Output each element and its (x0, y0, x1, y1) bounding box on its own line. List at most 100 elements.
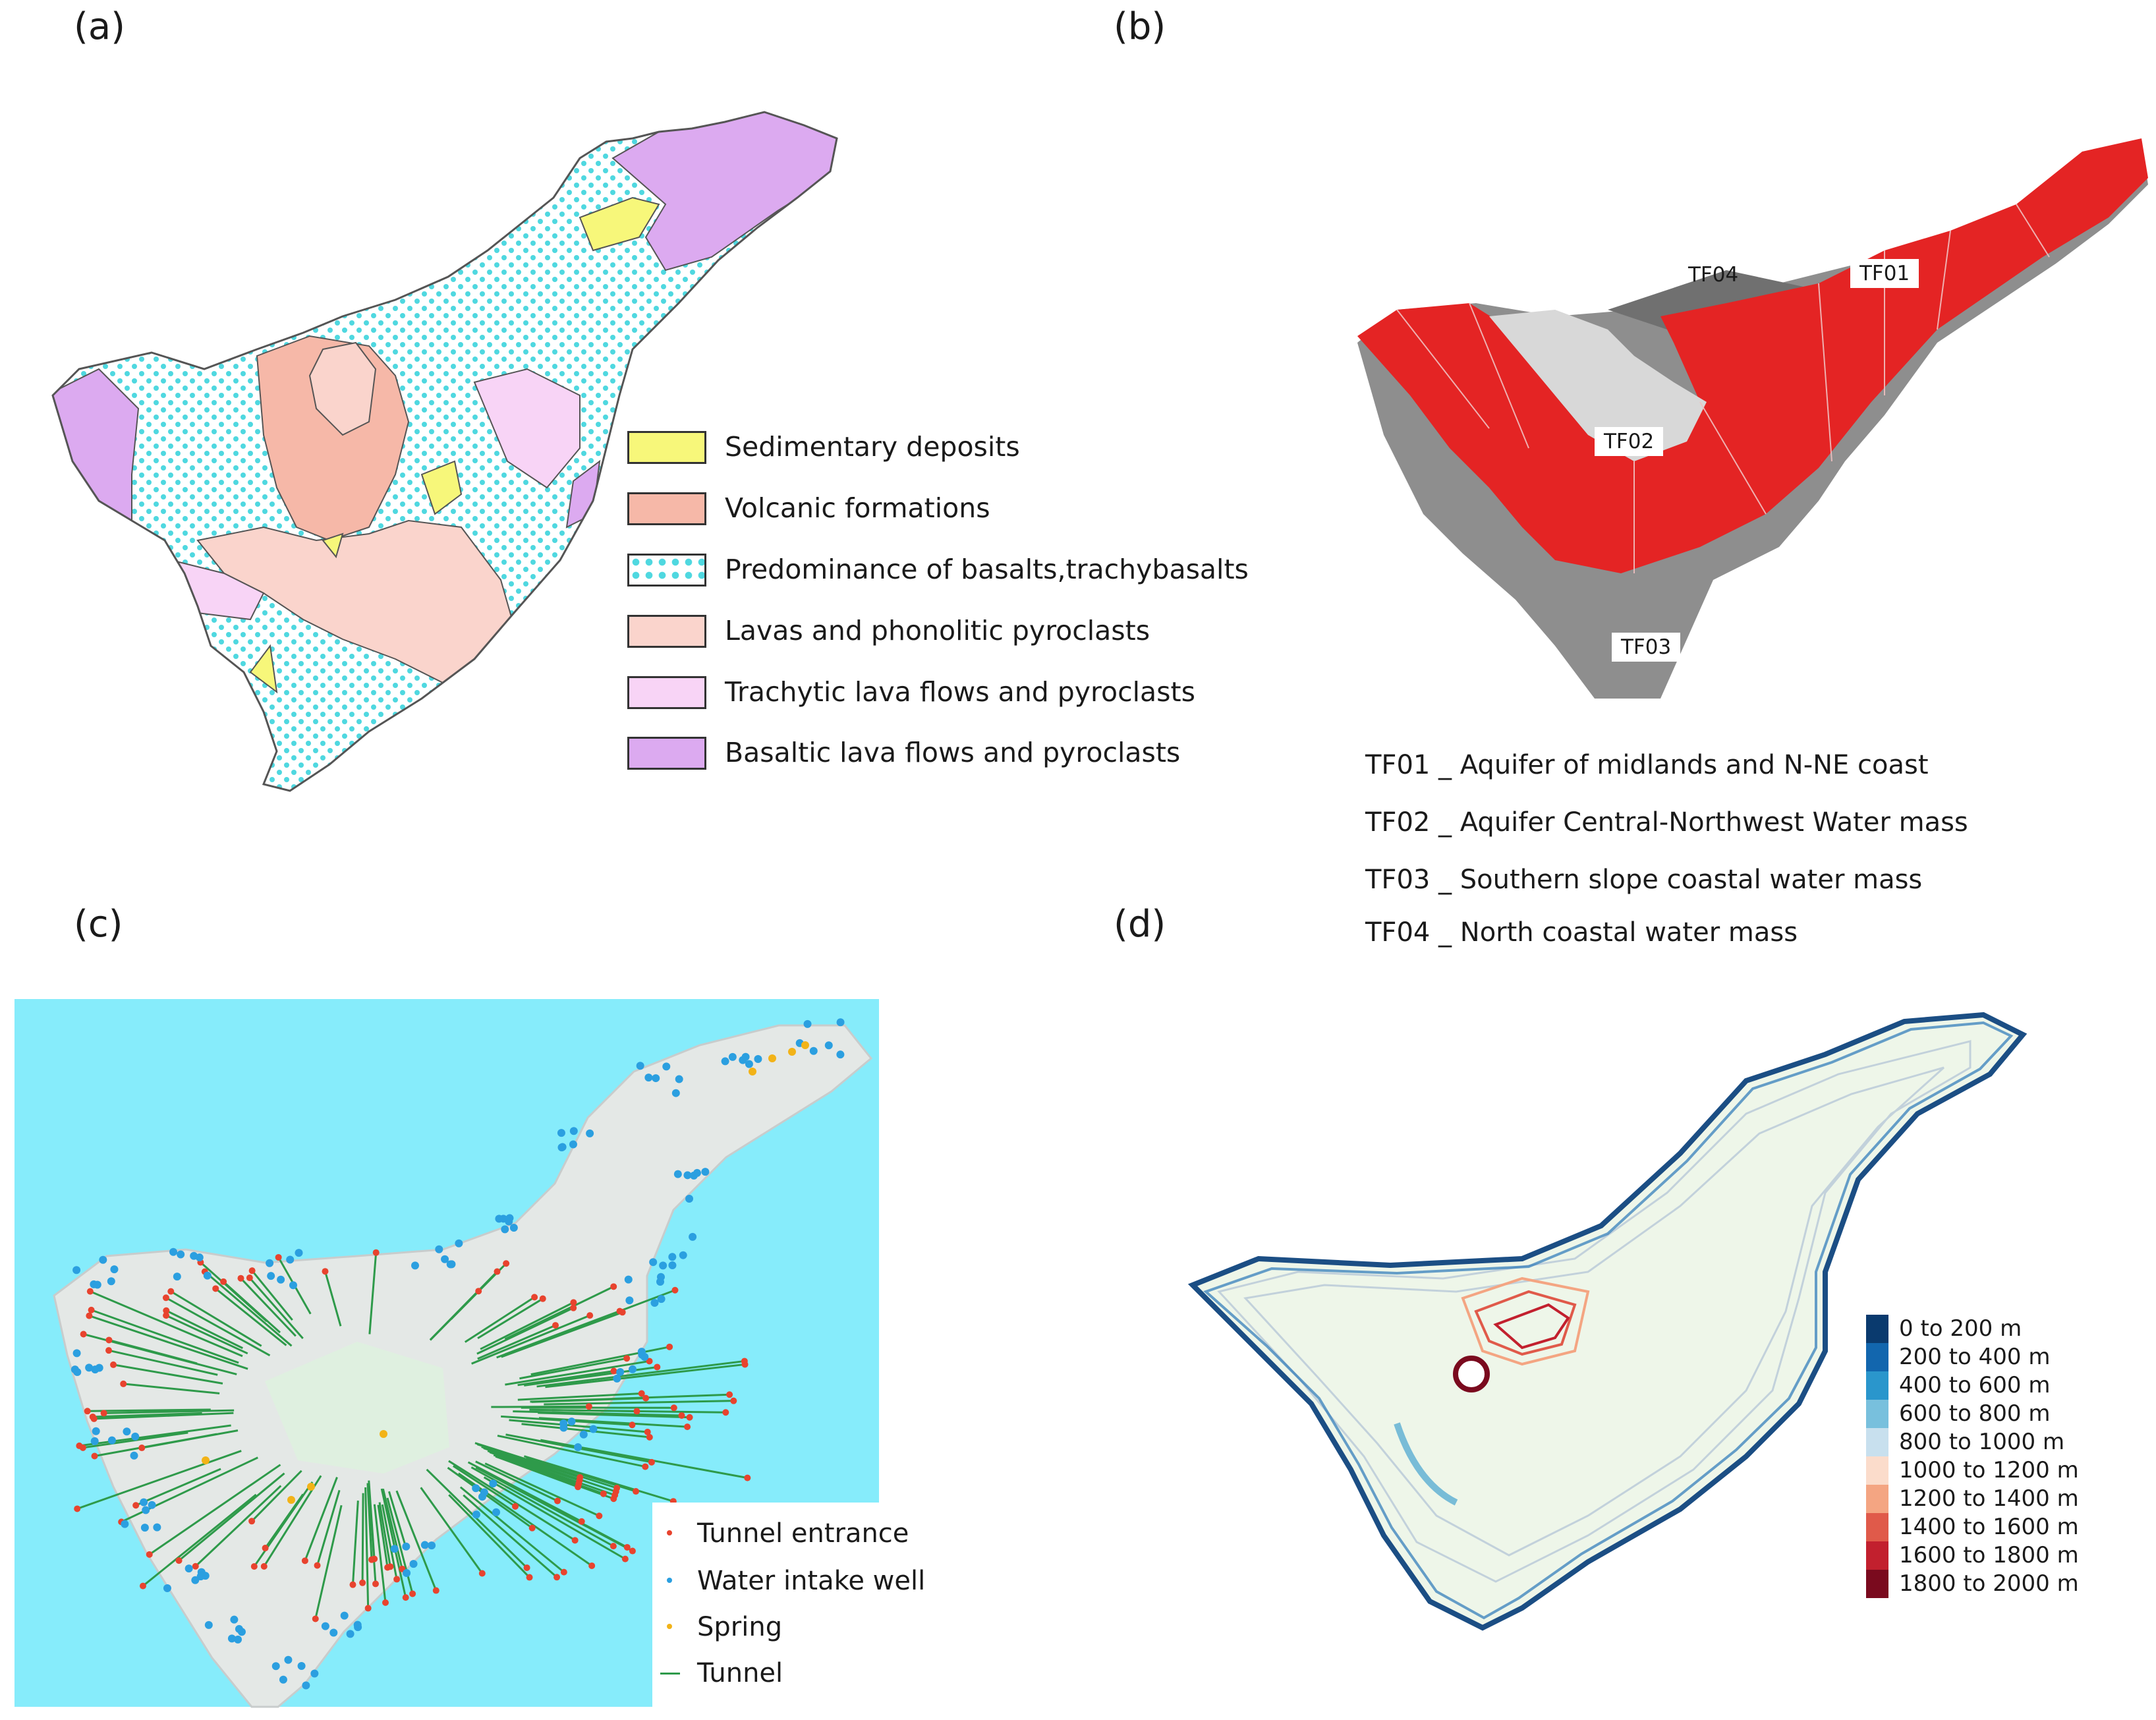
tunnel-entrance-point (403, 1594, 409, 1601)
water-intake-well-point (568, 1418, 576, 1425)
tunnel-entrance-point (741, 1358, 748, 1364)
tunnel-entrance-point (610, 1543, 617, 1549)
tunnel-entrance-point (646, 1434, 653, 1441)
tunnel-entrance-point (588, 1562, 595, 1569)
tunnel-entrance-point (138, 1445, 145, 1451)
zone-label-tf04: TF04 (1679, 260, 1747, 289)
water-intake-well-point (142, 1506, 150, 1514)
elevation-legend-item-1600-1800: 1600 to 1800 m (1866, 1541, 2116, 1570)
water-intake-well-point (580, 1431, 588, 1439)
water-intake-well-point (148, 1501, 156, 1509)
tunnel-entrance-point (622, 1556, 629, 1562)
water-intake-well-point (410, 1560, 418, 1568)
water-intake-well-point (108, 1437, 116, 1445)
tunnel-entrance-point (648, 1459, 655, 1466)
water-intake-well-point (455, 1240, 463, 1247)
water-intake-well-point (123, 1427, 130, 1435)
tunnel-entrance-point (132, 1502, 139, 1508)
elevation-legend-item-400-600: 400 to 600 m (1866, 1371, 2116, 1400)
tunnel-entrance-point (110, 1362, 117, 1368)
water-intake-well-point (649, 1258, 657, 1266)
legend-label: Trachytic lava flows and pyroclasts (725, 676, 1195, 708)
water-intake-well-point (286, 1255, 294, 1263)
water-intake-well-point (131, 1433, 139, 1441)
tunnel-entrance-point (88, 1307, 95, 1313)
tunnel-entrance-point (494, 1269, 500, 1275)
tunnel-entrance-point (586, 1312, 593, 1319)
water-mass-map (1357, 119, 2148, 712)
legend-label: Spring (697, 1612, 782, 1642)
tunnel-entrance-point (372, 1580, 379, 1587)
water-intake-well-point (310, 1669, 318, 1677)
geology-map (0, 0, 659, 659)
tunnel-entrance-point (479, 1570, 486, 1576)
water-intake-well-point (421, 1541, 429, 1549)
water-intake-well-point (235, 1625, 243, 1633)
legend-swatch (1866, 1513, 1888, 1541)
tunnel-entrance-point (671, 1287, 678, 1294)
tunnel-entrance-point (610, 1283, 617, 1290)
water-intake-well-point (185, 1564, 193, 1572)
water-intake-well-point (289, 1281, 297, 1289)
legend-swatch (627, 615, 706, 648)
water-intake-well-point (284, 1656, 292, 1664)
elevation-legend-item-1000-1200: 1000 to 1200 m (1866, 1456, 2116, 1485)
tunnel-entrance-point (275, 1254, 282, 1261)
legend-swatch (1866, 1485, 1888, 1513)
water-intake-well-point (559, 1419, 567, 1427)
legend-swatch (627, 554, 706, 587)
water-intake-well-point (638, 1348, 646, 1356)
tunnel-entrance-point (393, 1576, 400, 1582)
tunnel-entrance-point (552, 1322, 559, 1329)
water-intake-well-point (701, 1168, 709, 1176)
water-intake-well-point (99, 1256, 107, 1264)
water-intake-well-point (402, 1543, 410, 1551)
water-intake-well-point (674, 1170, 682, 1178)
water-intake-well-point (644, 1074, 652, 1081)
tunnel-entrance-point (105, 1336, 112, 1343)
tunnel-entrance-point (687, 1414, 693, 1421)
spring-marker (660, 1617, 680, 1637)
tunnel-line (362, 1493, 363, 1583)
legend-label: Predominance of basalts,trachybasalts (725, 554, 1249, 585)
water-intake-well-point (130, 1452, 138, 1460)
hydro-legend-item-tunnel-entrance: Tunnel entrance (660, 1517, 937, 1559)
legend-label: 1600 to 1800 m (1899, 1542, 2079, 1568)
water-intake-well-point (616, 1368, 624, 1376)
tunnel-entrance-point (91, 1416, 98, 1422)
zone-label-tf01: TF01 (1850, 259, 1919, 288)
elevation-legend-item-1400-1600: 1400 to 1600 m (1866, 1513, 2116, 1541)
water-intake-well-point (411, 1261, 419, 1269)
water-intake-well-point (495, 1215, 503, 1222)
water-intake-well-point (177, 1250, 184, 1258)
water-intake-well-point (391, 1545, 399, 1553)
tunnel-entrance-point (475, 1288, 482, 1294)
tunnel-entrance-point (570, 1305, 577, 1311)
water-intake-well-point (91, 1365, 99, 1373)
tunnel-entrance-point (575, 1483, 581, 1490)
tunnel-entrance-point (512, 1503, 519, 1510)
water-intake-well-point (110, 1265, 118, 1273)
tunnel-entrance-point (642, 1464, 648, 1470)
tunnel-entrance-point (312, 1615, 319, 1622)
water-intake-well-point (92, 1427, 100, 1435)
water-intake-well-point (569, 1141, 577, 1149)
tunnel-entrance-point (529, 1525, 536, 1532)
tunnel-entrance-point (163, 1307, 169, 1314)
tunnel-entrance-point (684, 1423, 691, 1430)
legend-label: 600 to 800 m (1899, 1400, 2050, 1427)
tunnel-entrance-point (623, 1355, 630, 1362)
water-intake-well-point (298, 1662, 306, 1670)
spring-point (380, 1430, 387, 1438)
tunnel-entrance-point (409, 1590, 416, 1597)
tunnel-entrance-point (642, 1395, 649, 1402)
water-intake-well-point (140, 1499, 148, 1506)
elevation-legend-item-200-400: 200 to 400 m (1866, 1343, 2116, 1371)
water-intake-well-point (675, 1075, 683, 1083)
tunnel-entrance-point (671, 1404, 677, 1411)
spring-point (801, 1041, 809, 1049)
tunnel-entrance-point (163, 1294, 169, 1301)
legend-label: 0 to 200 m (1899, 1315, 2022, 1342)
water-intake-well-point (589, 1425, 597, 1433)
water-intake-well-point (295, 1249, 302, 1257)
